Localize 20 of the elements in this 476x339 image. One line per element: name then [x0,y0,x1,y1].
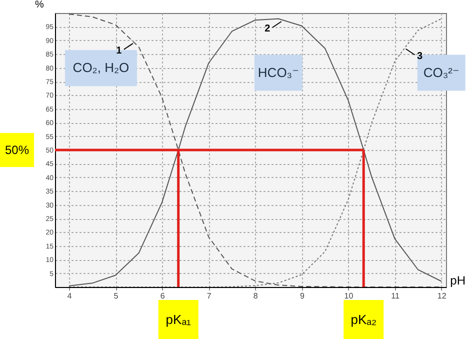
series-label: CO₃²⁻ [423,64,460,80]
ref-line-label: pKₐ₁ [166,312,192,327]
ref-line-label: pKₐ₂ [350,312,377,327]
x-tick-label: 10 [344,292,354,300]
annotation: 3 [417,50,423,62]
x-tick-label: 11 [391,292,400,300]
x-tick-label: 12 [437,292,447,300]
x-axis-title: pH [450,274,466,288]
text: HCO₃⁻ [258,64,299,80]
x-tick-label: 8 [253,292,258,300]
x-tick-label: 6 [160,292,166,300]
annotation: 1 [116,45,122,56]
x-tick-label: 4 [67,292,72,300]
annotation: 2 [264,23,271,34]
ref-line-label: 50% [4,143,30,157]
x-tick-label: 9 [300,292,305,300]
x-tick-label: 5 [114,292,119,300]
y-axis-title: % [35,0,44,10]
x-tick-label: 7 [206,292,212,300]
series-label: CO₂, H₂O [72,60,130,76]
